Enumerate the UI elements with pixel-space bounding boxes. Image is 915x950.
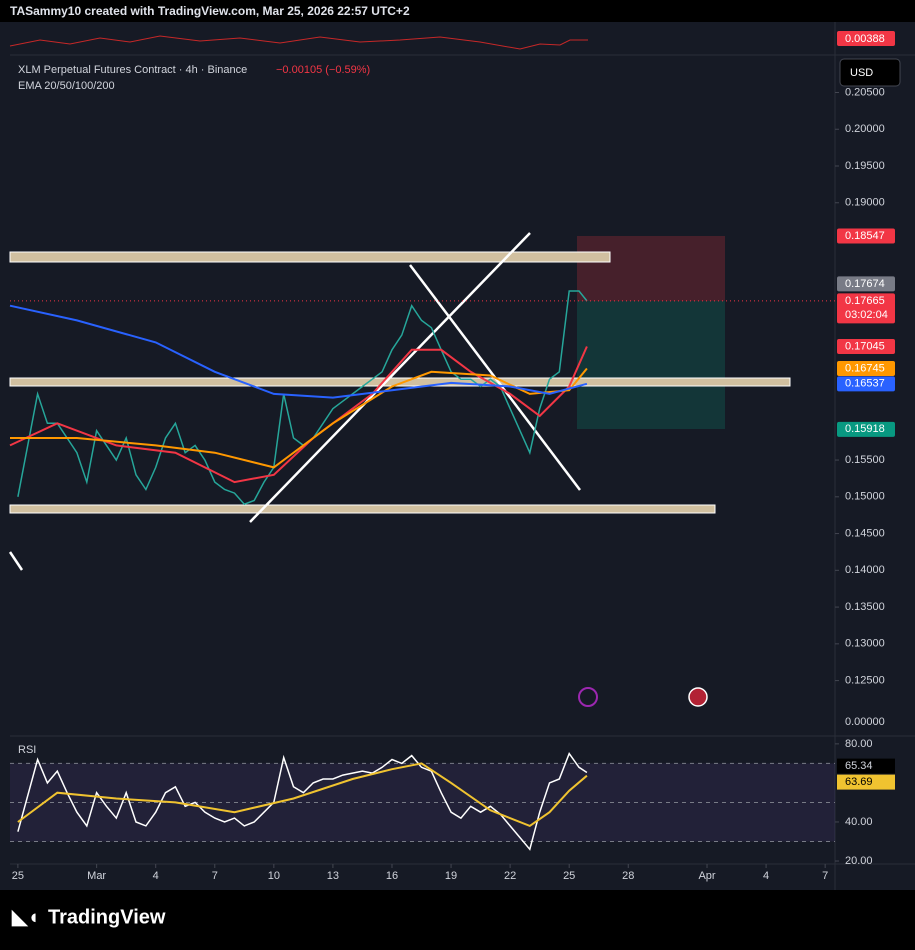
x-tick-label: 22 xyxy=(504,870,516,882)
ema-label: 0.17045 xyxy=(845,340,885,352)
y-tick-label: 80.00 xyxy=(845,738,873,750)
x-tick-label: 16 xyxy=(386,870,398,882)
target-zone xyxy=(577,301,725,429)
support-zone xyxy=(9,504,716,514)
zero-label: 0.00000 xyxy=(845,716,885,728)
y-tick-label: 0.15500 xyxy=(845,454,885,466)
x-tick-label: 25 xyxy=(563,870,575,882)
rsi-ma-value: 63.69 xyxy=(845,776,873,788)
ema-label-badge xyxy=(837,338,895,354)
x-tick-label: 7 xyxy=(822,870,828,882)
price-label-badge xyxy=(837,421,895,437)
trend-line xyxy=(249,232,531,523)
x-tick-label: 25 xyxy=(12,870,24,882)
ema-label-badge xyxy=(837,361,895,377)
x-tick-label: Apr xyxy=(698,870,715,882)
x-tick-label: 4 xyxy=(153,870,159,882)
price-label: 0.15918 xyxy=(845,423,885,435)
event-icon[interactable] xyxy=(578,687,598,707)
y-tick-label: 0.12500 xyxy=(845,675,885,687)
y-tick-label: 0.14500 xyxy=(845,527,885,539)
y-tick-label: 0.20000 xyxy=(845,123,885,135)
series-line xyxy=(17,752,588,851)
y-tick-label: 0.13500 xyxy=(845,601,885,613)
footer-logo: TradingView xyxy=(48,906,166,928)
ema-label: 0.16537 xyxy=(845,378,885,390)
event-icon[interactable] xyxy=(688,687,708,707)
top-indicator-label: 0.00388 xyxy=(845,33,885,45)
y-tick-label: 0.19000 xyxy=(845,197,885,209)
price-change: −0.00105 (−0.59%) xyxy=(276,64,370,76)
ema-label: 0.16745 xyxy=(845,362,885,374)
chart-title: XLM Perpetual Futures Contract · 4h · Bi… xyxy=(18,64,247,76)
trend-line xyxy=(8,551,24,571)
price-label-badge xyxy=(837,228,895,244)
x-tick-label: 4 xyxy=(763,870,769,882)
chart-subtitle: EMA 20/50/100/200 xyxy=(18,80,115,92)
x-tick-label: 7 xyxy=(212,870,218,882)
support-zone xyxy=(9,377,791,387)
top-indicator xyxy=(9,35,588,50)
rsi-ma-badge xyxy=(837,774,895,790)
top-indicator-badge xyxy=(837,31,895,46)
y-tick-label: 0.14000 xyxy=(845,564,885,576)
series-line xyxy=(10,367,588,469)
current-price: 0.17665 xyxy=(845,295,885,307)
y-tick-label: 40.00 xyxy=(845,816,873,828)
x-tick-label: 28 xyxy=(622,870,634,882)
x-tick-label: 10 xyxy=(268,870,280,882)
footer-logo-mark: ◣◖ xyxy=(11,906,39,928)
current-price-badge xyxy=(837,293,895,324)
price-label: 0.18547 xyxy=(845,230,885,242)
ema-label-badge xyxy=(837,376,895,392)
series-line xyxy=(17,762,588,828)
series-line xyxy=(9,304,588,399)
y-tick-label: 0.13000 xyxy=(845,638,885,650)
x-tick-label: 19 xyxy=(445,870,457,882)
stop-zone xyxy=(577,236,725,301)
rsi-value: 65.34 xyxy=(845,760,873,772)
series-line xyxy=(9,346,588,484)
y-tick-label: 0.19500 xyxy=(845,160,885,172)
x-tick-label: 13 xyxy=(327,870,339,882)
countdown: 03:02:04 xyxy=(845,309,888,321)
rsi-badge xyxy=(837,758,895,774)
header-title: TASammy10 created with TradingView.com, … xyxy=(10,4,410,18)
currency-label[interactable]: USD xyxy=(850,67,873,79)
x-tick-label: Mar xyxy=(87,870,106,882)
price-label-badge xyxy=(837,276,895,292)
price-label: 0.17674 xyxy=(845,278,885,290)
chart-panel xyxy=(0,22,915,890)
y-tick-label: 0.15000 xyxy=(845,491,885,503)
resistance-zone xyxy=(9,251,611,263)
y-tick-label: 20.00 xyxy=(845,855,873,867)
currency-button[interactable] xyxy=(839,58,901,87)
rsi-title: RSI xyxy=(18,744,36,756)
y-tick-label: 0.20500 xyxy=(845,86,885,98)
